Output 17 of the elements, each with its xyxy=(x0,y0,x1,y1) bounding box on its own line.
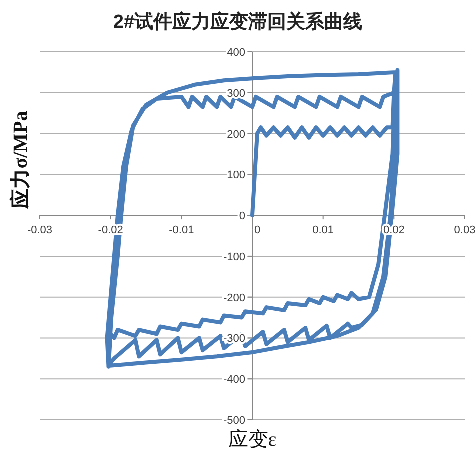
x-tick-label: -0.01 xyxy=(169,224,194,237)
y-axis-title: 应力σ/MPa xyxy=(9,111,32,210)
x-axis-title: 应变ε xyxy=(228,429,277,451)
y-tick-label: 200 xyxy=(227,128,246,141)
y-tick-label: -100 xyxy=(223,251,246,264)
y-tick-label: -500 xyxy=(223,415,246,427)
y-tick-label: -300 xyxy=(223,333,246,346)
x-tick-label: 0.01 xyxy=(312,224,334,237)
x-tick-label: 0 xyxy=(254,224,261,237)
x-tick-label: -0.03 xyxy=(27,224,53,237)
y-tick-label: -200 xyxy=(223,292,246,304)
y-tick-label: 300 xyxy=(227,88,246,100)
chart-title: 2#试件应力应变滞回关系曲线 xyxy=(113,11,363,33)
y-tick-label: 100 xyxy=(227,170,246,182)
y-tick-label: 400 xyxy=(227,47,246,59)
y-tick-label: -400 xyxy=(223,374,246,386)
x-tick-label: 0.03 xyxy=(454,224,476,237)
